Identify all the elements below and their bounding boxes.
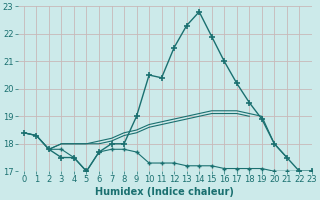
X-axis label: Humidex (Indice chaleur): Humidex (Indice chaleur) <box>95 187 234 197</box>
